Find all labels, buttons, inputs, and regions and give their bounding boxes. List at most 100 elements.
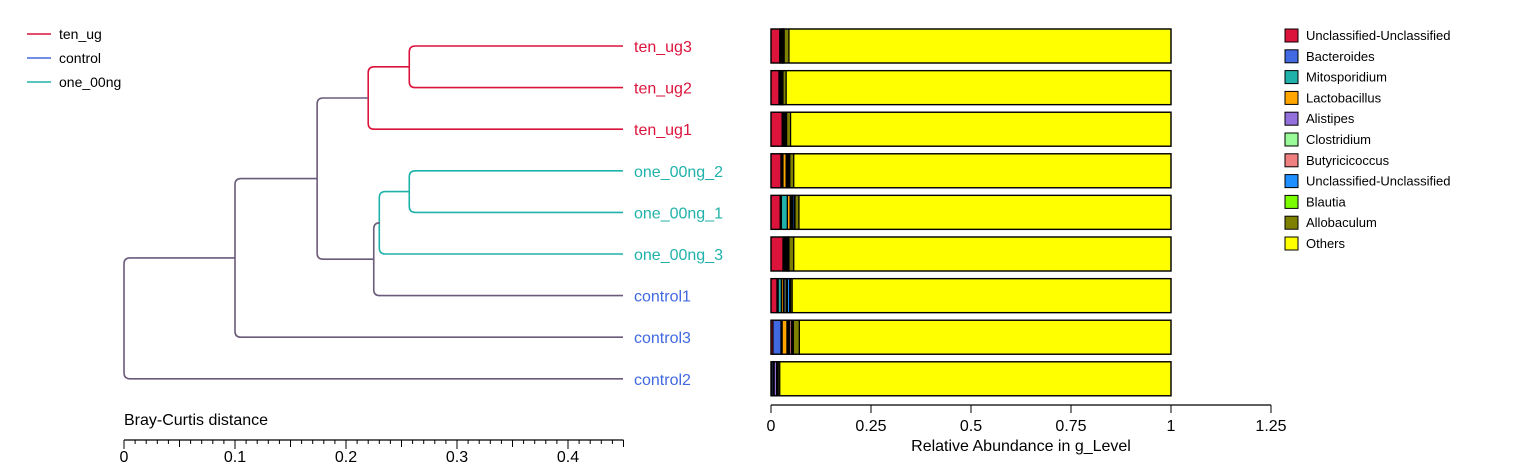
bar-segment-unclassified-unclassified [770, 194, 781, 230]
dendrogram-x-axis: Bray-Curtis distance 0 0.1 0.2 0.3 0.4 [120, 412, 624, 466]
dendrogram-branch-m5 [372, 222, 623, 297]
legend-label-unclassified-unclassified: Unclassified-Unclassified [1306, 174, 1451, 189]
bar-outline [770, 69, 1172, 106]
bar-row-one-00ng-2 [770, 153, 1172, 189]
leaf-label-one-00ng-1: one_00ng_1 [634, 205, 723, 222]
legend-swatch-clostridium [1284, 132, 1299, 147]
dendrogram-tick-label: 0.3 [446, 449, 468, 466]
bar-outline [770, 111, 1172, 147]
bar-segment-unclassified-unclassified [770, 236, 784, 272]
bar-segment-allobaculum [788, 236, 795, 272]
leaf-label-ten-ug3: ten_ug3 [634, 39, 692, 56]
bar-segment-others [785, 69, 1172, 106]
bar-segment-unclassified-unclassified [770, 153, 782, 189]
bar-row-one-00ng-3 [770, 236, 1172, 272]
legend-label-mitosporidium: Mitosporidium [1306, 70, 1387, 85]
bar-segment-mitosporidium [780, 194, 789, 230]
bar-tick-label: 0 [767, 418, 776, 435]
bar-segment-others [798, 319, 1172, 355]
bar-row-control3 [770, 319, 1172, 355]
dendrogram-branch-m7 [234, 177, 623, 338]
bar-outline [770, 277, 1172, 314]
legend-label-bacteroides: Bacteroides [1306, 49, 1375, 64]
bar-outline [770, 153, 1172, 189]
legend-label-control: control [59, 50, 101, 66]
bar-tick-label: 1 [1167, 418, 1176, 435]
legend-label-allobaculum: Allobaculum [1306, 215, 1377, 230]
leaf-label-one-00ng-3: one_00ng_3 [634, 247, 723, 264]
bar-row-control1 [770, 277, 1172, 314]
legend-label-clostridium: Clostridium [1306, 132, 1371, 147]
leaf-label-control3: control3 [634, 330, 691, 347]
bar-segment-bacteroides [772, 319, 782, 355]
dendrogram-branch-m2 [367, 66, 623, 130]
bar-legend: Unclassified-Unclassified Bacteroides Mito… [1284, 28, 1451, 251]
legend-label-one-00ng: one_00ng [59, 74, 121, 90]
legend-label-butyricicoccus: Butyricicoccus [1306, 153, 1390, 168]
leaf-label-ten-ug2: ten_ug2 [634, 81, 692, 98]
legend-swatch-mitosporidium [1284, 70, 1299, 85]
leaf-label-control2: control2 [634, 372, 691, 389]
leaf-label-one-00ng-2: one_00ng_2 [634, 164, 723, 181]
stacked-bars [770, 28, 1172, 397]
legend-label-lactobacillus: Lactobacillus [1306, 90, 1382, 105]
legend-swatch-unclassified-unclassified [1284, 174, 1299, 189]
dendrogram-branch-m4 [378, 190, 623, 255]
dendrogram-branches [123, 45, 623, 380]
legend-label-alistipes: Alistipes [1306, 111, 1355, 126]
dendrogram-branch-m1 [408, 45, 623, 89]
leaf-label-control1: control1 [634, 289, 691, 306]
bar-row-ten-ug3 [770, 28, 1172, 64]
bar-segment-others [779, 361, 1172, 397]
bar-segment-unclassified-unclassified [770, 69, 780, 106]
dendrogram-tick-label: 0.1 [224, 449, 246, 466]
legend-swatch-bacteroides [1284, 49, 1299, 64]
legend-swatch-blautia [1284, 194, 1299, 209]
legend-swatch-allobaculum [1284, 215, 1299, 230]
legend-swatch-butyricicoccus [1284, 153, 1299, 168]
dendrogram-x-axis-title: Bray-Curtis distance [124, 412, 268, 429]
dendrogram-tick-label: 0 [120, 449, 129, 466]
bar-tick-label: 0.75 [1055, 418, 1086, 435]
legend-swatch-alistipes [1284, 111, 1299, 126]
bar-row-ten-ug2 [770, 69, 1172, 106]
legend-swatch-others [1284, 236, 1299, 251]
bar-segment-others [788, 28, 1172, 64]
bar-segment-unclassified-unclassified [770, 278, 778, 314]
bar-segment-unclassified-unclassified [770, 111, 783, 147]
dendrogram-tick-label: 0.2 [335, 449, 357, 466]
legend-swatch-unclassified-unclassified [1284, 28, 1299, 43]
dendrogram-branch-m8 [123, 257, 623, 380]
bar-outline [770, 236, 1172, 272]
dendrogram-branch-m3 [408, 170, 623, 214]
bar-segment-others [791, 278, 1172, 314]
leaf-label-ten-ug1: ten_ug1 [634, 122, 692, 139]
bar-segment-others [798, 194, 1172, 230]
bar-outline [770, 319, 1172, 355]
bar-segment-allobaculum [783, 28, 790, 64]
legend-label-ten-ug: ten_ug [59, 26, 102, 42]
bar-segment-allobaculum [792, 319, 801, 355]
legend-label-unclassified-unclassified: Unclassified-Unclassified [1306, 28, 1451, 43]
bar-tick-label: 0.25 [855, 418, 886, 435]
bar-row-ten-ug1 [770, 111, 1172, 147]
legend-label-blautia: Blautia [1306, 194, 1347, 209]
legend-swatch-lactobacillus [1284, 90, 1299, 105]
bar-outline [770, 194, 1172, 231]
bar-segment-others [793, 236, 1172, 272]
dendrogram-branch-m6 [316, 97, 374, 260]
bar-row-control2 [770, 361, 1172, 397]
dendrogram-tick-label: 0.4 [557, 449, 579, 466]
bar-tick-label: 0.5 [960, 418, 982, 435]
bar-segment-others [789, 111, 1172, 147]
bar-outline [770, 361, 1172, 397]
legend-label-others: Others [1306, 236, 1346, 251]
bar-segment-lactobacillus [781, 319, 788, 355]
bar-outline [770, 28, 1172, 64]
bar-x-axis: Relative Abundance in g_Level 0 0.25 0.5 0.… [767, 404, 1287, 455]
bar-segment-others [793, 153, 1172, 189]
dendrogram-leaf-labels: ten_ug3 ten_ug2 ten_ug1 one_00ng_2 one_00ng_… [634, 39, 723, 389]
bar-x-axis-title: Relative Abundance in g_Level [911, 438, 1131, 455]
